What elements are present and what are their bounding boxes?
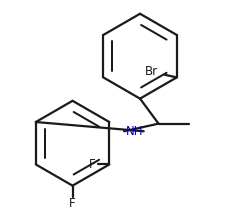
Text: NH: NH: [125, 125, 143, 138]
Text: F: F: [88, 158, 95, 171]
Text: F: F: [69, 197, 76, 210]
Text: Br: Br: [144, 65, 158, 78]
